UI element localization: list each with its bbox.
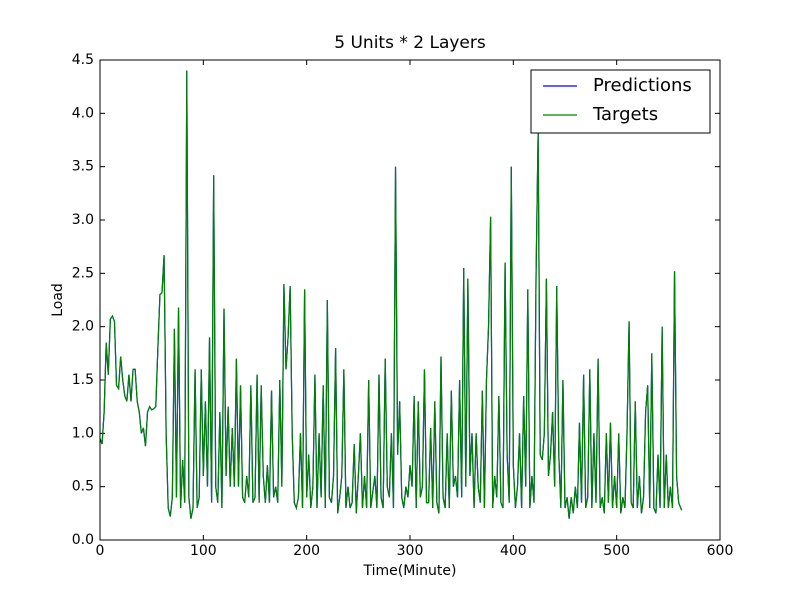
x-tick-label: 400 (500, 543, 527, 559)
x-tick-label: 500 (603, 543, 630, 559)
y-tick-label: 2.0 (72, 319, 94, 335)
y-tick-label: 0.0 (72, 532, 94, 548)
y-tick-label: 3.0 (72, 212, 94, 228)
y-axis-label: Load (50, 283, 66, 317)
y-tick-label: 4.5 (72, 52, 94, 68)
legend-label: Predictions (593, 75, 692, 96)
plot-frame (99, 59, 721, 541)
x-tick-label: 100 (190, 543, 217, 559)
y-tick-label: 3.5 (72, 159, 94, 175)
y-tick-label: 1.5 (72, 372, 94, 388)
legend-box (530, 69, 711, 134)
x-tick-label: 600 (707, 543, 734, 559)
x-tick-label: 300 (397, 543, 424, 559)
x-axis-label: Time(Minute) (362, 563, 456, 579)
x-tick-label: 0 (96, 543, 105, 559)
y-tick-label: 0.5 (72, 479, 94, 495)
chart-title: 5 Units * 2 Layers (334, 33, 486, 53)
y-tick-label: 4.0 (72, 105, 94, 121)
y-tick-label: 1.0 (72, 425, 94, 441)
legend-label: Targets (592, 104, 658, 125)
data-line (99, 70, 683, 519)
y-tick-label: 2.5 (72, 265, 94, 281)
x-tick-label: 200 (293, 543, 320, 559)
